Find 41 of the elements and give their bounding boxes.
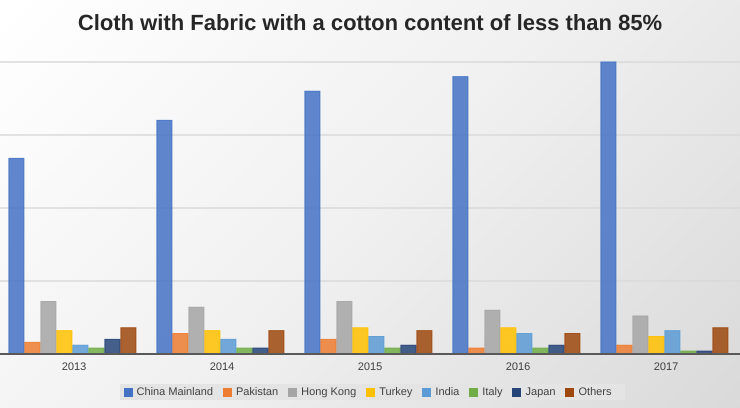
x-tick-label: 2015	[358, 360, 382, 373]
bar	[516, 333, 532, 354]
bar	[600, 62, 616, 354]
bar	[452, 76, 468, 354]
legend-label: India	[435, 386, 460, 398]
bar	[336, 300, 352, 354]
bar	[172, 333, 188, 354]
bar	[304, 90, 320, 354]
x-tick-label: 2014	[210, 360, 234, 373]
chart-title: Cloth with Fabric with a cotton content of less than 85%	[76, 10, 664, 36]
x-tick-label: 2017	[654, 360, 678, 373]
bar	[104, 338, 120, 354]
bar	[320, 338, 336, 354]
bar	[368, 336, 384, 354]
bar	[564, 333, 580, 354]
bar	[416, 330, 432, 354]
legend-label: Pakistan	[236, 386, 278, 398]
legend-label: Turkey	[379, 386, 412, 398]
bar	[156, 120, 172, 354]
bar	[40, 300, 56, 354]
bar	[352, 327, 368, 354]
bar	[648, 336, 664, 354]
bar	[188, 306, 204, 354]
bar	[632, 316, 648, 354]
legend-label: Japan	[525, 386, 556, 398]
legend-label: China Mainland	[136, 386, 213, 398]
bar	[120, 327, 136, 354]
bar	[484, 310, 500, 354]
bar	[500, 327, 516, 354]
bar	[204, 330, 220, 354]
bar	[664, 330, 680, 354]
bar	[8, 158, 24, 354]
bar	[268, 330, 284, 354]
legend-label: Others	[578, 386, 612, 398]
bar	[220, 338, 236, 354]
x-tick-label: 2016	[506, 360, 530, 373]
x-tick-label: 2013	[62, 360, 86, 373]
legend-label: Italy	[482, 386, 502, 398]
bar	[56, 330, 72, 354]
bar	[712, 327, 728, 354]
legend-label: Hong Kong	[301, 386, 356, 398]
